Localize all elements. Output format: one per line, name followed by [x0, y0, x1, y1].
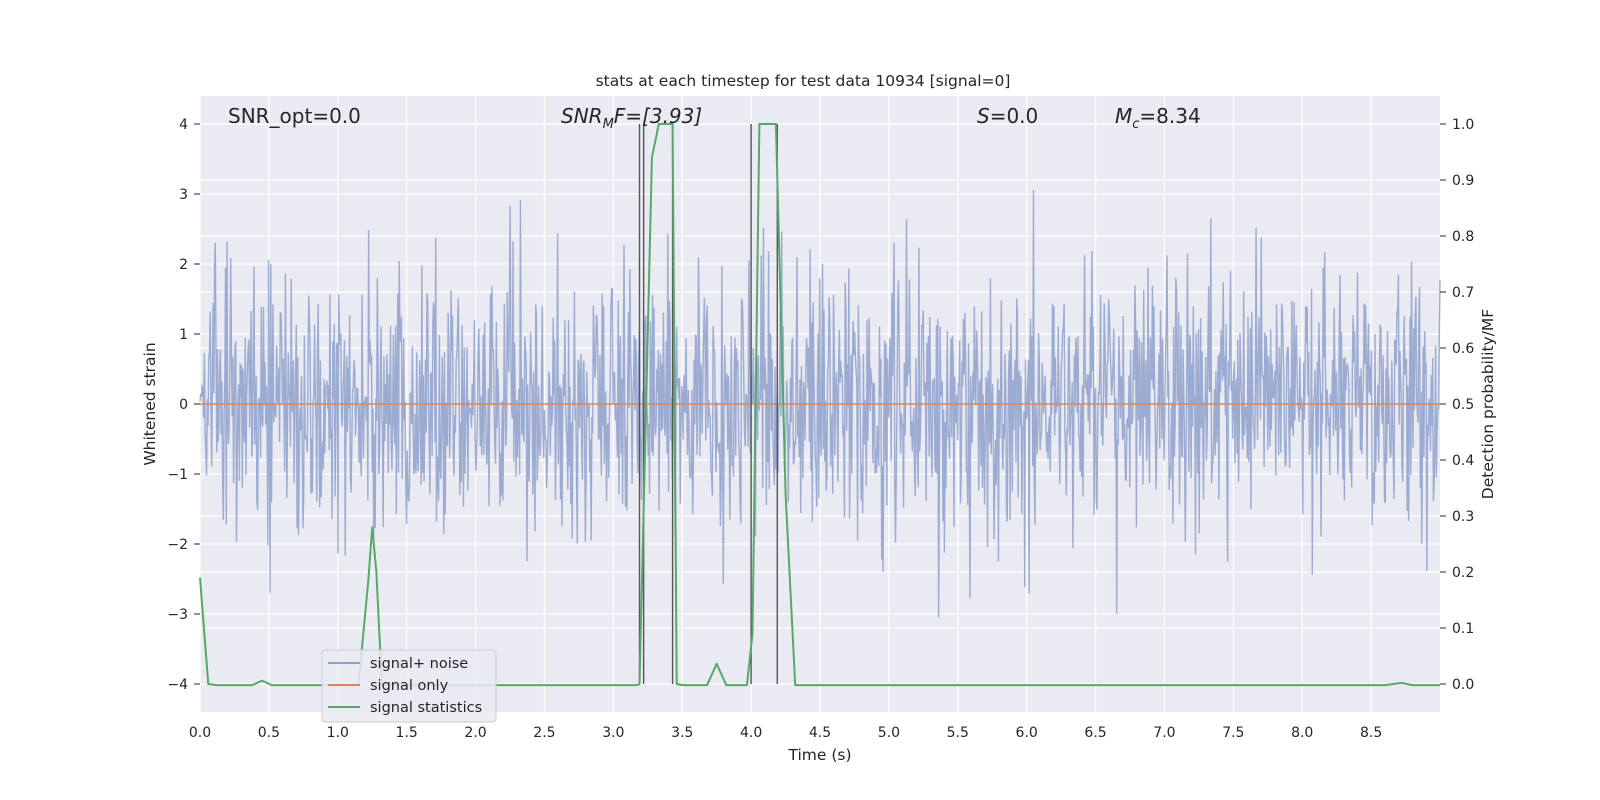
y-right-tick-label: 0.9 — [1452, 173, 1474, 189]
x-tick-label: 4.5 — [809, 725, 831, 741]
y-right-tick-label: 0.2 — [1452, 565, 1474, 581]
y-right-axis-label: Detection probability/MF — [1479, 309, 1497, 500]
x-tick-label: 2.5 — [533, 725, 555, 741]
x-tick-label: 2.0 — [464, 725, 486, 741]
x-tick-label: 6.0 — [1016, 725, 1038, 741]
y-left-tick-label: 2 — [179, 257, 188, 273]
chart-title: stats at each timestep for test data 109… — [596, 72, 1011, 90]
y-left-tick-label: 3 — [179, 187, 188, 203]
annotation-mc: Mc=8.34 — [1115, 104, 1201, 132]
annotation-s-value-text: =0.0 — [990, 104, 1039, 128]
legend: signal+ noise signal only signal statist… — [321, 649, 497, 723]
x-tick-label: 1.5 — [396, 725, 418, 741]
series-signal-noise-line — [199, 189, 1441, 618]
annotation-mc-suffix: =8.34 — [1139, 104, 1200, 128]
annotation-snr-mf-suffix: F=[3.93] — [614, 104, 702, 128]
annotation-s-value: S=0.0 — [977, 104, 1038, 128]
x-tick-label: 3.5 — [671, 725, 693, 741]
y-left-tick-label: −3 — [167, 607, 188, 623]
legend-box — [321, 649, 497, 723]
annotation-snr-mf-prefix: SNR — [561, 104, 603, 128]
y-left-axis-ticks: 4 3 2 1 0 −1 −2 −3 −4 — [167, 117, 200, 693]
legend-label-signal-statistics: signal statistics — [370, 700, 482, 716]
y-left-axis-label: Whitened strain — [141, 342, 159, 465]
y-right-tick-label: 1.0 — [1452, 117, 1474, 133]
y-left-tick-label: −2 — [167, 537, 188, 553]
x-tick-label: 5.5 — [947, 725, 969, 741]
x-tick-label: 7.5 — [1222, 725, 1244, 741]
x-tick-label: 5.0 — [878, 725, 900, 741]
x-axis-label: Time (s) — [787, 746, 851, 764]
y-right-tick-label: 0.5 — [1452, 397, 1474, 413]
y-right-tick-label: 0.3 — [1452, 509, 1474, 525]
series-signal-statistics-line — [199, 123, 1440, 687]
y-right-tick-label: 0.7 — [1452, 285, 1474, 301]
x-tick-label: 8.0 — [1291, 725, 1313, 741]
x-tick-label: 6.5 — [1084, 725, 1106, 741]
y-left-tick-label: −4 — [167, 677, 188, 693]
legend-label-signal-noise: signal+ noise — [370, 656, 468, 672]
y-right-tick-label: 0.6 — [1452, 341, 1474, 357]
legend-label-signal-only: signal only — [370, 678, 449, 694]
y-left-tick-label: 0 — [179, 397, 188, 413]
y-left-tick-label: 4 — [179, 117, 188, 133]
y-right-tick-label: 0.4 — [1452, 453, 1474, 469]
series-signal-statistics — [199, 123, 1440, 687]
x-tick-label: 8.5 — [1360, 725, 1382, 741]
x-tick-label: 0.5 — [258, 725, 280, 741]
x-tick-label: 7.0 — [1153, 725, 1175, 741]
y-right-tick-label: 0.0 — [1452, 677, 1474, 693]
y-right-tick-label: 0.8 — [1452, 229, 1474, 245]
annotation-mc-sub: c — [1132, 117, 1139, 132]
series-signal-noise — [199, 189, 1441, 618]
x-tick-label: 1.0 — [327, 725, 349, 741]
annotation-snr-mf: SNRMF=[3.93] — [561, 104, 702, 132]
y-right-axis-ticks: 1.0 0.9 0.8 0.7 0.6 0.5 0.4 0.3 0.2 0.1 0.0 — [1440, 117, 1474, 693]
annotation-snr-opt: SNR_opt=0.0 — [228, 104, 361, 128]
x-tick-label: 0.0 — [189, 725, 211, 741]
x-axis-ticks: 0.0 0.5 1.0 1.5 2.0 2.5 3.0 3.5 4.0 4.5 5.0 5.5 6.0 6… — [189, 725, 1382, 741]
y-right-tick-label: 0.1 — [1452, 621, 1474, 637]
x-tick-label: 4.0 — [740, 725, 762, 741]
x-tick-label: 3.0 — [602, 725, 624, 741]
y-left-tick-label: −1 — [167, 467, 188, 483]
annotation-mc-prefix: M — [1115, 104, 1132, 128]
y-left-tick-label: 1 — [179, 327, 188, 343]
annotation-snr-mf-sub: M — [603, 117, 614, 132]
